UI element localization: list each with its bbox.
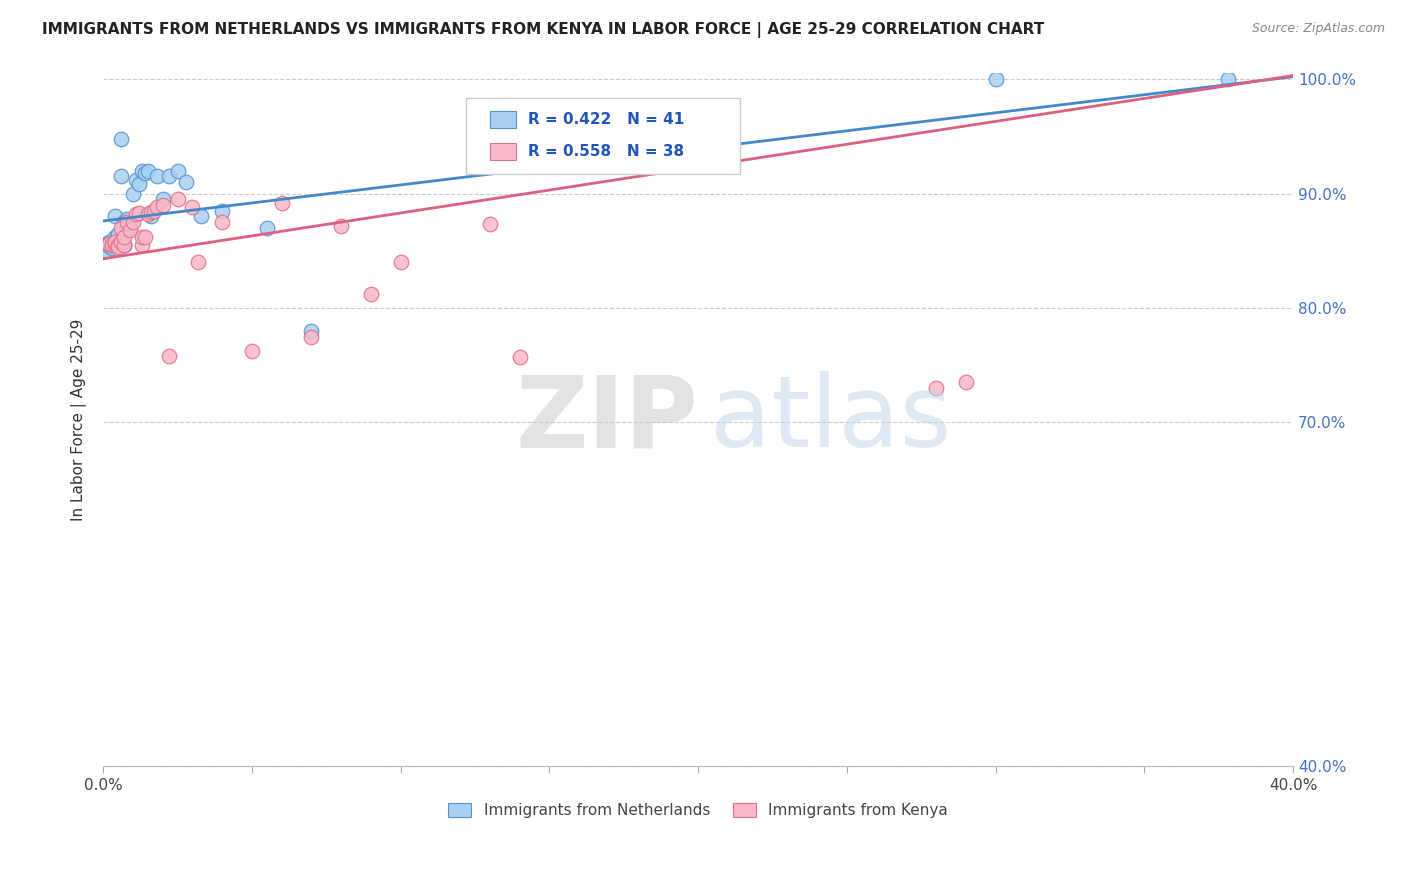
Point <box>187 255 209 269</box>
Point <box>125 207 148 221</box>
Point <box>157 169 180 184</box>
Point <box>134 166 156 180</box>
Point <box>101 236 124 251</box>
Point <box>136 207 159 221</box>
Point <box>240 344 263 359</box>
Point <box>110 169 132 184</box>
Point <box>122 186 145 201</box>
Point <box>128 206 150 220</box>
FancyBboxPatch shape <box>467 97 740 174</box>
Point <box>509 350 531 364</box>
Point <box>152 198 174 212</box>
Point <box>110 220 132 235</box>
Point <box>166 163 188 178</box>
Point <box>131 230 153 244</box>
Point <box>955 376 977 390</box>
Point <box>98 236 121 251</box>
Point <box>104 238 127 252</box>
Text: atlas: atlas <box>710 371 952 468</box>
Point <box>118 223 141 237</box>
Point <box>104 230 127 244</box>
Point <box>925 381 948 395</box>
Point <box>118 220 141 235</box>
Point <box>112 215 135 229</box>
Point <box>125 173 148 187</box>
Point <box>115 215 138 229</box>
Point <box>181 200 204 214</box>
Point <box>107 238 129 252</box>
Point <box>145 200 167 214</box>
Point <box>101 242 124 256</box>
Point <box>131 238 153 252</box>
Point <box>330 219 353 233</box>
FancyBboxPatch shape <box>489 144 516 160</box>
Text: IMMIGRANTS FROM NETHERLANDS VS IMMIGRANTS FROM KENYA IN LABOR FORCE | AGE 25-29 : IMMIGRANTS FROM NETHERLANDS VS IMMIGRANT… <box>42 22 1045 38</box>
Point <box>110 131 132 145</box>
Point <box>1216 72 1239 87</box>
Point <box>134 230 156 244</box>
Point <box>107 227 129 241</box>
Point <box>112 238 135 252</box>
Point <box>104 235 127 249</box>
Point <box>190 210 212 224</box>
Point <box>299 324 322 338</box>
Point <box>131 163 153 178</box>
Point <box>101 239 124 253</box>
Point <box>211 203 233 218</box>
Point <box>478 218 501 232</box>
Point <box>270 195 292 210</box>
Point <box>389 255 412 269</box>
Point <box>211 215 233 229</box>
Point <box>115 220 138 235</box>
Point <box>128 178 150 192</box>
Point <box>112 238 135 252</box>
Point <box>115 211 138 226</box>
Point <box>104 238 127 252</box>
Point <box>98 236 121 251</box>
Point <box>176 175 198 189</box>
Point <box>112 238 135 252</box>
Point <box>984 72 1007 87</box>
Point <box>107 227 129 242</box>
Text: R = 0.422   N = 41: R = 0.422 N = 41 <box>529 112 685 128</box>
Point <box>112 230 135 244</box>
Point <box>122 215 145 229</box>
Point <box>136 163 159 178</box>
Point <box>152 192 174 206</box>
Point <box>139 210 162 224</box>
Point <box>98 239 121 253</box>
Point <box>299 329 322 343</box>
Point <box>98 235 121 249</box>
Text: R = 0.558   N = 38: R = 0.558 N = 38 <box>529 145 685 159</box>
Point <box>142 203 165 218</box>
Point <box>139 204 162 219</box>
Point <box>157 349 180 363</box>
Point <box>110 235 132 249</box>
Point <box>145 169 167 184</box>
Legend: Immigrants from Netherlands, Immigrants from Kenya: Immigrants from Netherlands, Immigrants … <box>443 797 953 824</box>
Point <box>101 238 124 252</box>
Point <box>360 287 382 301</box>
Y-axis label: In Labor Force | Age 25-29: In Labor Force | Age 25-29 <box>72 318 87 521</box>
Point <box>107 240 129 254</box>
Point <box>166 192 188 206</box>
Text: ZIP: ZIP <box>515 371 699 468</box>
Point <box>96 244 118 258</box>
Point <box>107 238 129 252</box>
Point <box>256 220 278 235</box>
Point <box>101 235 124 250</box>
Point <box>104 210 127 224</box>
Point <box>96 236 118 251</box>
Text: Source: ZipAtlas.com: Source: ZipAtlas.com <box>1251 22 1385 36</box>
FancyBboxPatch shape <box>489 112 516 128</box>
